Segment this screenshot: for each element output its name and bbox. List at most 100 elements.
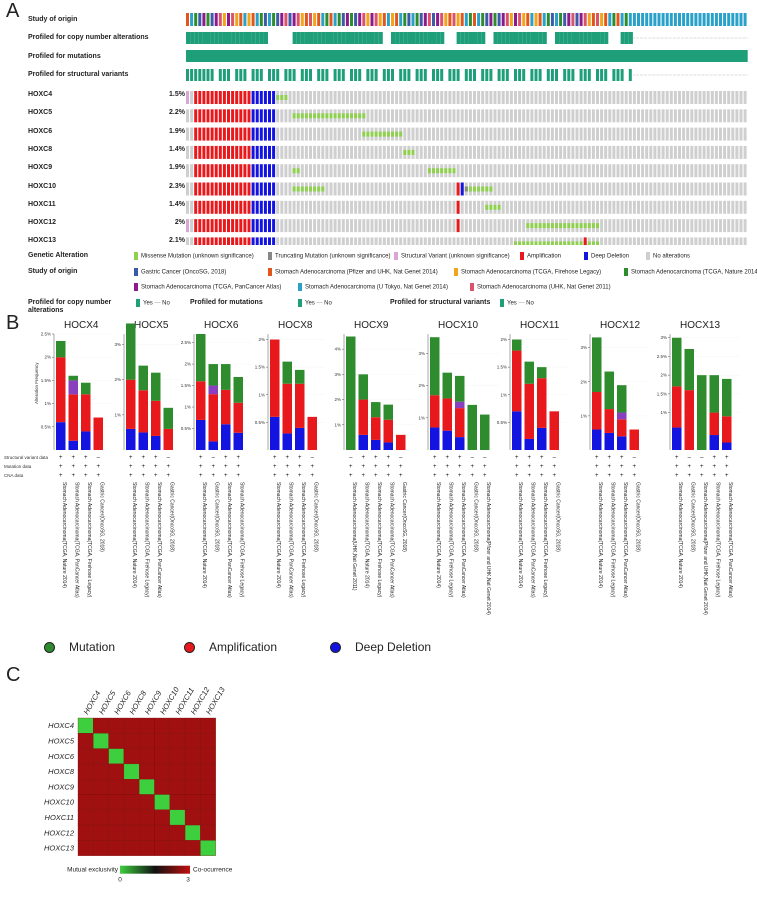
bar-legend-item: Deep Deletion xyxy=(330,640,431,654)
gene-cell xyxy=(259,182,263,196)
gene-cell xyxy=(194,237,198,245)
gene-cell xyxy=(587,200,591,214)
gene-cell xyxy=(669,200,673,214)
gene-cell xyxy=(698,145,702,159)
y-tick-label: 2% xyxy=(114,377,121,382)
missense-mark xyxy=(333,113,337,119)
sv-cell xyxy=(505,69,509,81)
gene-cell xyxy=(186,109,189,123)
missense-mark xyxy=(370,131,374,137)
gene-cell xyxy=(526,164,530,178)
gene-cell xyxy=(427,200,431,214)
gene-cell xyxy=(309,91,312,104)
gene-cell xyxy=(690,145,694,159)
gene-cell xyxy=(645,164,649,178)
heatmap-cell xyxy=(108,717,125,734)
amplification-mark xyxy=(456,200,460,214)
category-label: Gastric Cancer(OncoSG, 2018) xyxy=(98,482,104,552)
profile-mark: + xyxy=(515,455,519,461)
bar-segment-deep-deletion xyxy=(672,427,682,450)
gene-cell xyxy=(719,200,722,214)
bar-segment-amplification xyxy=(604,409,614,433)
sv-cell xyxy=(485,69,489,81)
gene-cell xyxy=(661,145,665,159)
y-tick-label: 2.5% xyxy=(41,332,51,337)
missense-mark xyxy=(386,131,390,137)
gene-cell xyxy=(612,200,616,214)
gene-cell xyxy=(354,91,358,104)
gene-cell xyxy=(719,237,722,245)
gene-cell xyxy=(555,145,558,159)
gene-label: HOXC6 xyxy=(28,127,53,135)
gene-cell xyxy=(657,164,661,178)
sv-cell xyxy=(276,69,280,81)
missense-mark xyxy=(313,186,317,192)
bar-segment-amplification xyxy=(524,383,534,439)
gene-cell xyxy=(440,91,444,104)
cna-cell xyxy=(227,32,232,44)
gene-cell xyxy=(579,182,583,196)
legend-swatch xyxy=(134,268,138,276)
gene-cell xyxy=(538,200,542,214)
study-cell xyxy=(321,13,325,26)
cna-cell xyxy=(329,32,334,44)
study-cell xyxy=(505,13,509,26)
profile-mark: + xyxy=(675,455,679,461)
category-label: Stomach Adenocarcinoma(TCGA, Nature 2014… xyxy=(275,482,281,588)
gene-cell xyxy=(411,91,415,104)
bar-segment-mutation xyxy=(722,378,732,417)
scale-min-label: 0 xyxy=(118,877,122,884)
gene-cell xyxy=(493,219,497,233)
gene-cell xyxy=(239,237,243,245)
gene-cell xyxy=(460,164,464,178)
track-label-study: Study of origin xyxy=(28,16,78,23)
gene-cell xyxy=(514,145,517,159)
sv-cell xyxy=(292,69,296,81)
gene-cell xyxy=(669,237,673,245)
study-cell xyxy=(620,13,624,26)
heatmap-cell xyxy=(169,748,186,765)
heatmap-cell xyxy=(184,809,201,826)
gene-cell xyxy=(456,127,460,141)
missense-mark xyxy=(345,113,349,119)
cna-cell xyxy=(333,32,338,44)
bar-segment-mutation xyxy=(709,375,719,413)
heatmap-cell xyxy=(77,733,94,749)
category-label: Stomach Adenocarcinoma(TCGA, Firehose Le… xyxy=(714,482,720,598)
profile-mark: + xyxy=(236,464,240,470)
gene-cell xyxy=(600,109,604,123)
gene-cell xyxy=(378,109,382,123)
profile-mark: + xyxy=(211,473,215,479)
profile-mark: + xyxy=(515,473,519,479)
gene-cell xyxy=(604,91,608,104)
legend-alteration-item: No alterations xyxy=(646,252,690,260)
study-cell xyxy=(571,13,575,26)
gene-cell xyxy=(632,145,636,159)
gene-cell xyxy=(649,164,653,178)
gene-cell xyxy=(296,219,300,233)
gene-cell xyxy=(198,164,202,178)
study-cell xyxy=(423,13,427,26)
gene-cell xyxy=(555,237,558,245)
gene-cell xyxy=(268,127,271,141)
legend-sv-yes: Yes — No xyxy=(500,299,534,307)
gene-cell xyxy=(661,91,665,104)
gene-cell xyxy=(452,200,456,214)
gene-cell xyxy=(505,127,509,141)
gene-cell xyxy=(263,91,267,104)
gene-cell xyxy=(591,200,595,214)
gene-cell xyxy=(263,182,267,196)
study-cell xyxy=(419,13,423,26)
gene-cell xyxy=(423,200,427,214)
sv-cell xyxy=(210,69,214,81)
gene-cell xyxy=(206,145,210,159)
gene-cell xyxy=(694,200,698,214)
gene-cell xyxy=(645,200,649,214)
gene-cell xyxy=(743,109,747,123)
heatmap-row-label: HOXC13 xyxy=(44,844,75,853)
gene-cell xyxy=(727,91,731,104)
gene-cell xyxy=(723,237,727,245)
cna-cell xyxy=(518,32,523,44)
gene-cell xyxy=(366,145,370,159)
study-cell xyxy=(653,13,657,26)
